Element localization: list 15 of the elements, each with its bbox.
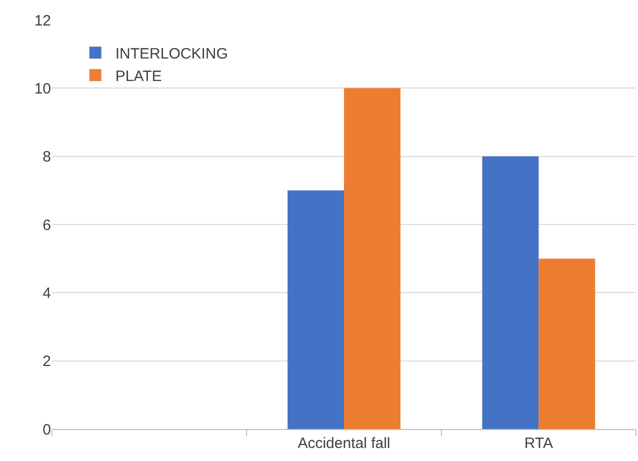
x-tick-label: RTA [524, 435, 553, 452]
bar [538, 258, 596, 429]
legend-label: PLATE [115, 68, 162, 85]
bar [344, 88, 400, 429]
bar [288, 190, 344, 429]
y-tick-label: 2 [42, 353, 51, 370]
x-tick-label: Accidental fall [298, 435, 390, 452]
y-tick-label: 6 [42, 216, 51, 234]
y-tick-label: 0 [42, 421, 51, 438]
legend-label: INTERLOCKING [115, 45, 228, 62]
bar [482, 156, 539, 429]
y-tick-label: 4 [42, 284, 51, 302]
y-tick-label: 12 [34, 12, 51, 30]
y-tick-label: 10 [34, 80, 51, 98]
y-tick-label: 8 [42, 148, 51, 166]
